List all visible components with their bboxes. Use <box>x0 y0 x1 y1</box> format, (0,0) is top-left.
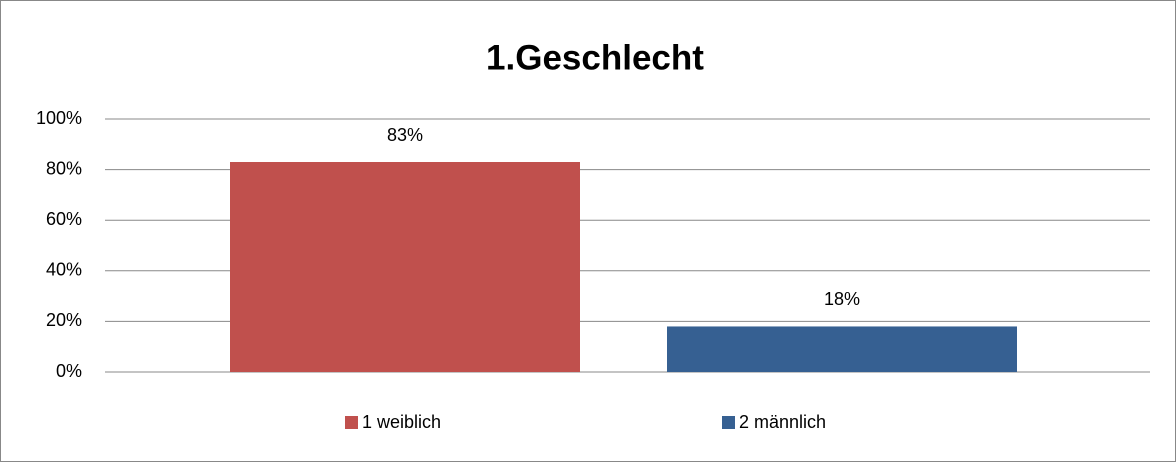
bar <box>230 162 580 372</box>
bar <box>667 326 1017 372</box>
y-tick-label: 20% <box>46 310 82 330</box>
legend-swatch <box>722 416 735 429</box>
y-tick-label: 40% <box>46 260 82 280</box>
y-tick-label: 80% <box>46 158 82 178</box>
chart-title: 1.Geschlecht <box>486 38 704 77</box>
legend-label: 1 weiblich <box>362 412 441 432</box>
data-label: 83% <box>387 125 423 145</box>
legend-swatch <box>345 416 358 429</box>
y-tick-label: 0% <box>56 361 82 381</box>
y-tick-label: 100% <box>36 108 82 128</box>
y-tick-label: 60% <box>46 209 82 229</box>
legend-label: 2 männlich <box>739 412 826 432</box>
data-label: 18% <box>824 289 860 309</box>
